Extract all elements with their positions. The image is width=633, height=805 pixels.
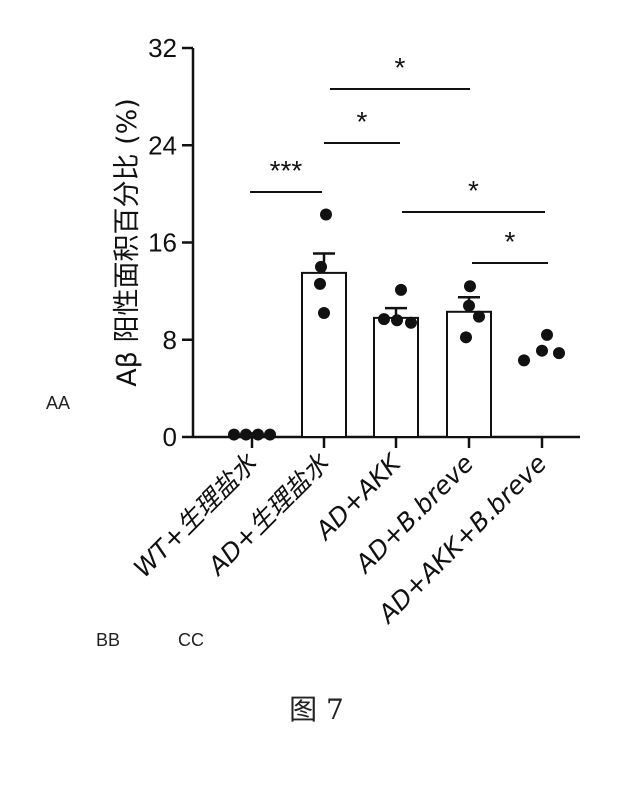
data-point	[395, 284, 407, 296]
data-point	[463, 300, 475, 312]
data-point	[464, 280, 476, 292]
figure-caption: 图 7	[0, 688, 633, 728]
data-point	[541, 329, 553, 341]
data-point	[264, 429, 276, 441]
y-tick-label: 16	[148, 228, 177, 258]
data-point	[405, 317, 417, 329]
bar-chart: ******* 08162432Aβ 阳性面积百分比 (%)WT+生理盐水AD+…	[0, 0, 633, 660]
y-axis-label: Aβ 阳性面积百分比 (%)	[112, 98, 143, 387]
marker-cc: CC	[178, 630, 204, 651]
data-point	[240, 429, 252, 441]
significance-brackets: *******	[250, 52, 548, 263]
significance-label: *	[357, 106, 368, 137]
significance-label: *	[468, 175, 479, 206]
x-tick-label: WT+生理盐水	[128, 448, 263, 583]
significance-label: ***	[270, 155, 303, 186]
data-point	[391, 314, 403, 326]
data-point	[320, 209, 332, 221]
marker-aa: AA	[46, 393, 70, 414]
bar	[374, 318, 418, 437]
error-bars	[241, 253, 480, 434]
marker-bb: BB	[96, 630, 120, 651]
bar	[302, 273, 346, 437]
data-point	[553, 347, 565, 359]
data-point	[318, 307, 330, 319]
data-point	[252, 429, 264, 441]
bar	[447, 312, 491, 437]
y-tick-label: 24	[148, 130, 177, 160]
y-tick-label: 0	[163, 422, 177, 452]
data-point	[315, 261, 327, 273]
data-point	[460, 331, 472, 343]
y-tick-label: 32	[148, 33, 177, 63]
significance-label: *	[505, 226, 516, 257]
data-point	[314, 278, 326, 290]
data-point	[473, 311, 485, 323]
data-point	[536, 345, 548, 357]
significance-label: *	[395, 52, 406, 83]
data-point	[378, 313, 390, 325]
data-point	[518, 354, 530, 366]
bars	[230, 273, 491, 437]
data-point	[228, 429, 240, 441]
y-tick-label: 8	[163, 325, 177, 355]
